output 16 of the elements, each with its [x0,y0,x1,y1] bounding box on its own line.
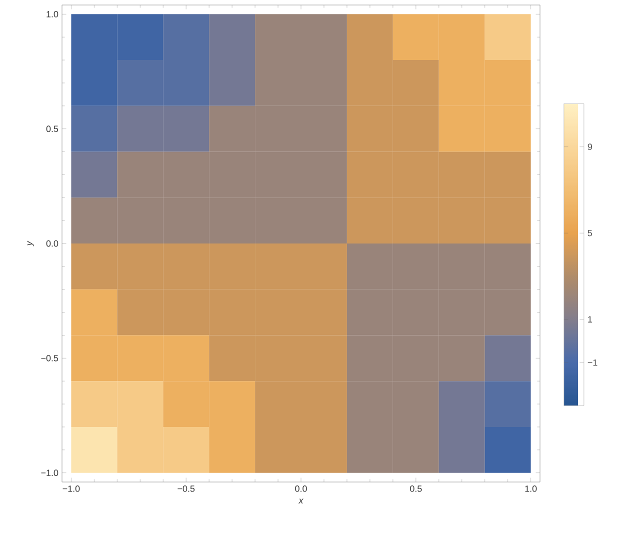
y-tick-label: −0.5 [41,354,58,362]
color-bar-label: 9 [588,144,592,150]
x-tick-label: −1.0 [62,486,80,492]
color-bar-label: −1 [588,359,598,366]
x-tick-label: −0.5 [178,486,195,492]
x-tick-label: 0.0 [295,486,307,492]
color-bar-label: 5 [588,230,592,236]
y-axis-title: y [27,240,34,246]
y-tick-label: 0.0 [46,240,58,247]
y-tick-label: 1.0 [46,10,58,18]
x-tick-label: 0.5 [410,486,422,492]
x-tick-label: 1.0 [525,486,537,492]
y-tick-label: 0.5 [46,126,58,132]
x-axis-title: x [298,498,304,504]
y-tick-label: −1.0 [41,470,58,476]
color-bar-label: 1 [588,316,592,322]
